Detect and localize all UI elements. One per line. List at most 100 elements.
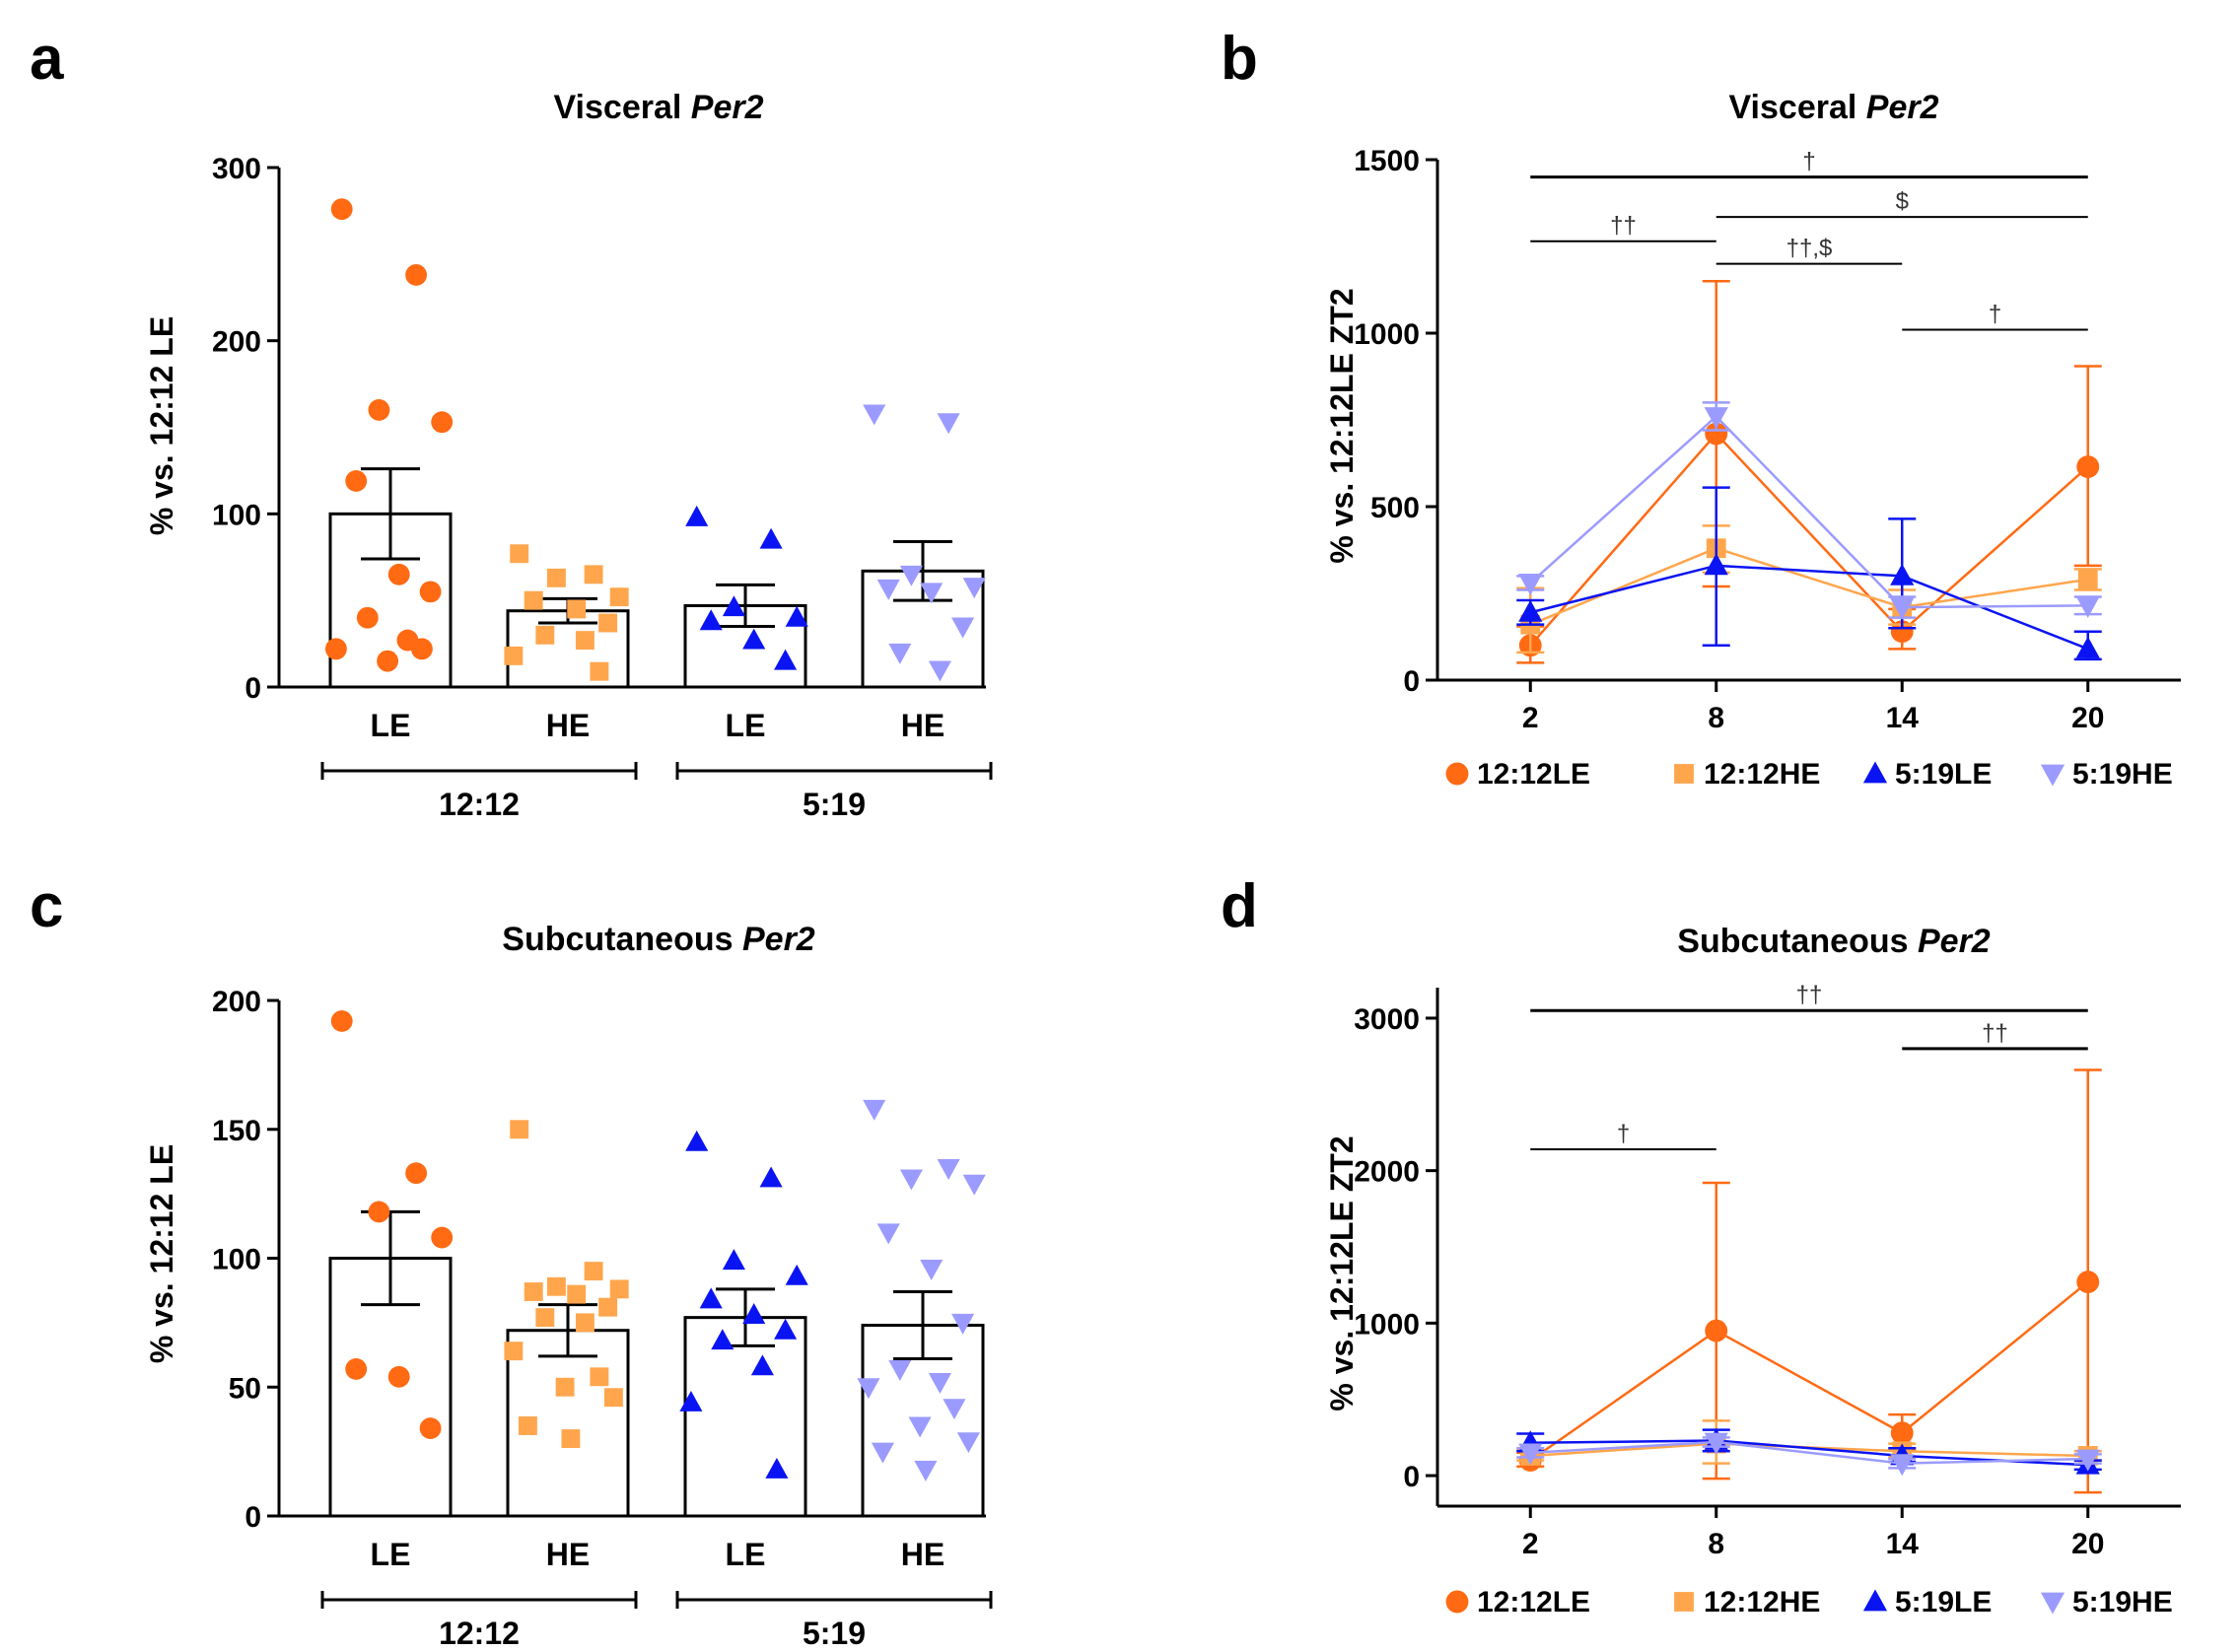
significance-label: † xyxy=(1617,1121,1630,1147)
significance-label: † xyxy=(1802,149,1815,175)
data-point xyxy=(899,1169,923,1191)
title-d: Subcutaneous Per2 xyxy=(1677,923,1991,960)
data-point xyxy=(546,568,566,587)
data-point xyxy=(410,638,433,660)
data-point xyxy=(722,595,745,617)
legend-marker xyxy=(2040,1592,2065,1615)
x-tick-label: 20 xyxy=(2071,702,2104,734)
data-point xyxy=(431,1226,454,1249)
series-line xyxy=(1529,546,2088,626)
data-point xyxy=(377,650,399,672)
legend-d: 12:12LE 12:12HE 5:19LE 5:19HE xyxy=(1445,1586,2173,1618)
chart-panel-b: 0 500 1000 1500 2 8 14 20 † $ †† ††,$ † xyxy=(1354,145,2181,734)
x-tick-label: 14 xyxy=(1886,702,1920,734)
data-point xyxy=(920,583,944,604)
legend-label: 5:19HE xyxy=(2072,1586,2173,1618)
panel-letter-a: a xyxy=(30,25,64,93)
category-label: HE xyxy=(546,1537,590,1572)
data-point xyxy=(685,1130,709,1151)
data-point xyxy=(2076,455,2100,478)
y-tick-label: 200 xyxy=(212,986,261,1018)
data-point xyxy=(535,625,555,645)
legend-marker xyxy=(1862,761,1888,784)
data-point xyxy=(699,1287,723,1309)
data-point xyxy=(899,565,923,586)
y-tick-label: 2000 xyxy=(1354,1156,1420,1189)
data-point xyxy=(711,1329,735,1350)
data-point xyxy=(598,613,618,633)
data-point xyxy=(345,470,368,492)
data-point xyxy=(368,399,390,421)
data-point xyxy=(535,1308,555,1328)
data-point xyxy=(876,579,900,600)
data-point xyxy=(590,661,609,681)
group-label: 12:12 xyxy=(439,787,520,822)
legend-label: 12:12LE xyxy=(1477,758,1590,791)
data-point xyxy=(876,1223,900,1245)
data-point xyxy=(888,1359,912,1381)
legend-b: 12:12LE 12:12HE 5:19LE 5:19HE xyxy=(1445,758,2173,791)
legend-marker xyxy=(2040,764,2065,787)
data-point xyxy=(567,599,587,619)
category-label: LE xyxy=(371,1537,411,1572)
x-tick-label: 20 xyxy=(2071,1528,2104,1560)
x-tick-label: 2 xyxy=(1522,702,1539,734)
data-point xyxy=(1518,574,1543,595)
data-point xyxy=(699,609,723,631)
y-tick-label: 1500 xyxy=(1354,145,1420,177)
data-point xyxy=(785,605,808,627)
data-point xyxy=(387,1365,410,1388)
y-tick-label: 50 xyxy=(229,1372,261,1405)
data-point xyxy=(962,1174,986,1196)
data-point xyxy=(356,606,379,629)
data-point xyxy=(750,1354,774,1376)
chart-panel-c: 0 50 100 150 200 LE HE LE HE 12:12 5:19 xyxy=(212,986,993,1651)
data-point xyxy=(1518,599,1543,622)
x-tick-label: 2 xyxy=(1522,1528,1539,1560)
data-point xyxy=(2077,570,2098,589)
group-label: 5:19 xyxy=(803,787,866,822)
ylabel-a: % vs. 12:12 LE xyxy=(144,316,179,535)
data-point xyxy=(431,411,454,434)
significance-label: ††,$ xyxy=(1786,236,1833,262)
significance-label: †† xyxy=(1610,213,1637,240)
data-point xyxy=(575,1313,595,1333)
significance-label: † xyxy=(1989,301,2001,327)
title-c: Subcutaneous Per2 xyxy=(502,921,815,958)
data-point xyxy=(567,1284,587,1304)
data-point xyxy=(943,1399,966,1420)
data-point xyxy=(920,1259,944,1280)
data-point xyxy=(1704,553,1728,576)
panel-letter-b: b xyxy=(1221,25,1258,93)
x-tick-label: 8 xyxy=(1708,1528,1724,1560)
x-tick-label: 14 xyxy=(1886,1528,1920,1560)
y-tick-label: 100 xyxy=(212,1244,261,1276)
title-b: Visceral Per2 xyxy=(1728,89,1938,126)
category-label: HE xyxy=(901,708,945,743)
data-point xyxy=(1704,407,1728,430)
data-point xyxy=(518,1416,537,1435)
y-tick-label: 0 xyxy=(1403,665,1420,698)
data-point xyxy=(524,1282,543,1301)
legend-label: 5:19LE xyxy=(1895,758,1992,791)
data-point xyxy=(888,643,912,664)
data-point xyxy=(937,1158,960,1180)
y-tick-label: 500 xyxy=(1370,492,1420,524)
legend-label: 5:19HE xyxy=(2072,758,2173,791)
group-label: 5:19 xyxy=(803,1616,866,1651)
data-point xyxy=(524,590,543,610)
data-point xyxy=(962,578,986,599)
data-point xyxy=(510,544,529,564)
y-tick-label: 0 xyxy=(245,1501,261,1534)
data-point xyxy=(774,1318,798,1340)
data-point xyxy=(2076,1271,2100,1294)
category-label: LE xyxy=(371,708,411,743)
y-tick-label: 300 xyxy=(212,153,261,185)
legend-marker xyxy=(1445,1590,1469,1614)
data-point xyxy=(419,1417,442,1440)
legend-label: 12:12HE xyxy=(1704,1586,1820,1618)
data-point xyxy=(759,527,783,549)
data-point xyxy=(1890,1421,1914,1445)
ylabel-b: % vs. 12:12LE ZT2 xyxy=(1324,288,1360,563)
